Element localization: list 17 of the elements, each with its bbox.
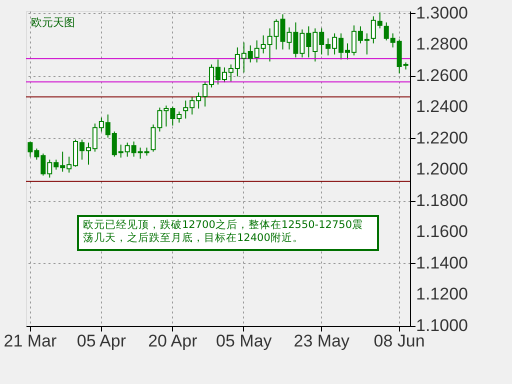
y-tick-label: 1.2000 xyxy=(416,160,468,179)
x-tick-label: 23 May xyxy=(294,332,350,350)
y-tick-label: 1.1200 xyxy=(416,284,468,304)
y-tick-label: 1.2200 xyxy=(416,128,468,148)
y-tick-label: 1.3000 xyxy=(416,3,468,22)
y-tick-label: 1.1800 xyxy=(416,190,468,210)
y-tick-label: 1.2800 xyxy=(416,34,468,54)
y-tick-label: 1.2400 xyxy=(416,97,468,116)
x-tick-label: 21 Mar xyxy=(4,332,57,350)
y-tick-label: 1.2600 xyxy=(416,66,468,85)
x-tick-label: 20 Apr xyxy=(148,332,198,350)
x-tick-label: 05 Apr xyxy=(76,332,126,350)
y-tick-label: 1.1400 xyxy=(416,253,468,272)
x-tick-label: 05 May xyxy=(216,332,272,350)
chart-title: 欧元天图 xyxy=(31,16,75,29)
y-tick-label: 1.1600 xyxy=(416,222,468,242)
annotation: 欧元已经见顶，跌破12700之后，整体在12550-12750震荡几天，之后跌至月底，目标在12400附近。 xyxy=(83,218,363,244)
